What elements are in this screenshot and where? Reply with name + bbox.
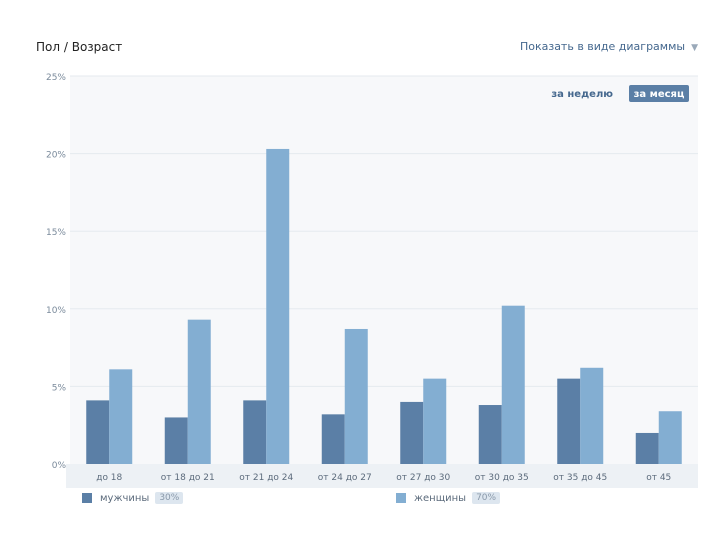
bar-men — [86, 400, 110, 464]
period-switch: за неделю за месяц — [551, 85, 689, 102]
y-tick-label: 25% — [46, 73, 66, 83]
legend-men-label: мужчины — [100, 492, 150, 504]
bar-women — [109, 369, 133, 464]
y-axis-ticks: 0% 5% 10% 15% 20% 25% — [46, 73, 66, 471]
y-tick-label: 20% — [46, 151, 66, 161]
women-swatch — [396, 493, 406, 503]
bar-men — [557, 378, 581, 464]
men-swatch — [82, 493, 92, 503]
legend-women-share: 70% — [472, 492, 501, 504]
bar-chart: 0% 5% 10% 15% 20% 25% до 18 от 18 до 21 от 21 д… — [0, 66, 720, 490]
x-tick-label: от 45 — [646, 473, 671, 483]
bar-men — [635, 432, 659, 464]
x-axis-ticks: до 18 от 18 до 21 от 21 до 24 от 24 до 27 от… — [96, 473, 671, 483]
chart-legend: мужчины 30% женщины 70% — [0, 492, 720, 516]
period-week-button[interactable]: за неделю — [551, 89, 613, 100]
chart-header: Пол / Возраст Показать в виде диаграммы ▼ — [0, 0, 720, 70]
period-month-button[interactable]: за месяц — [634, 89, 685, 100]
bar-women — [658, 411, 682, 464]
bars — [86, 148, 682, 464]
y-tick-label: 10% — [46, 306, 66, 316]
y-tick-label: 15% — [46, 228, 66, 238]
bar-women — [501, 305, 525, 464]
bar-men — [243, 400, 267, 464]
x-tick-label: от 24 до 27 — [318, 473, 372, 483]
x-tick-label: от 18 до 21 — [161, 473, 215, 483]
x-tick-label: от 21 до 24 — [239, 473, 293, 483]
bar-women — [187, 319, 211, 464]
bar-men — [321, 414, 345, 464]
chart-canvas: 0% 5% 10% 15% 20% 25% до 18 от 18 до 21 от 21 д… — [46, 73, 698, 488]
x-tick-label: до 18 — [96, 473, 122, 483]
plot-background — [70, 76, 698, 464]
bar-men — [164, 417, 188, 464]
chart-title: Пол / Возраст — [36, 40, 123, 54]
legend-women-label: женщины — [414, 492, 467, 504]
show-as-diagram-dropdown[interactable]: Показать в виде диаграммы ▼ — [520, 40, 698, 53]
legend-men-share: 30% — [155, 492, 184, 504]
bar-women — [580, 367, 604, 464]
legend-item-men[interactable]: мужчины 30% — [82, 492, 184, 504]
bar-women — [266, 148, 290, 464]
bar-men — [478, 405, 502, 464]
bar-women — [344, 328, 368, 464]
legend-item-women[interactable]: женщины 70% — [396, 492, 501, 504]
x-tick-label: от 30 до 35 — [475, 473, 529, 483]
period-month-button-bg[interactable] — [629, 85, 689, 102]
x-tick-label: от 35 до 45 — [553, 473, 607, 483]
bar-women — [423, 378, 447, 464]
x-tick-label: от 27 до 30 — [396, 473, 450, 483]
y-tick-label: 0% — [52, 461, 67, 471]
show-as-diagram-label: Показать в виде диаграммы — [519, 40, 686, 53]
x-axis-band — [66, 464, 698, 488]
y-tick-label: 5% — [52, 383, 67, 393]
chevron-down-icon: ▼ — [691, 43, 698, 53]
bar-men — [400, 401, 424, 464]
